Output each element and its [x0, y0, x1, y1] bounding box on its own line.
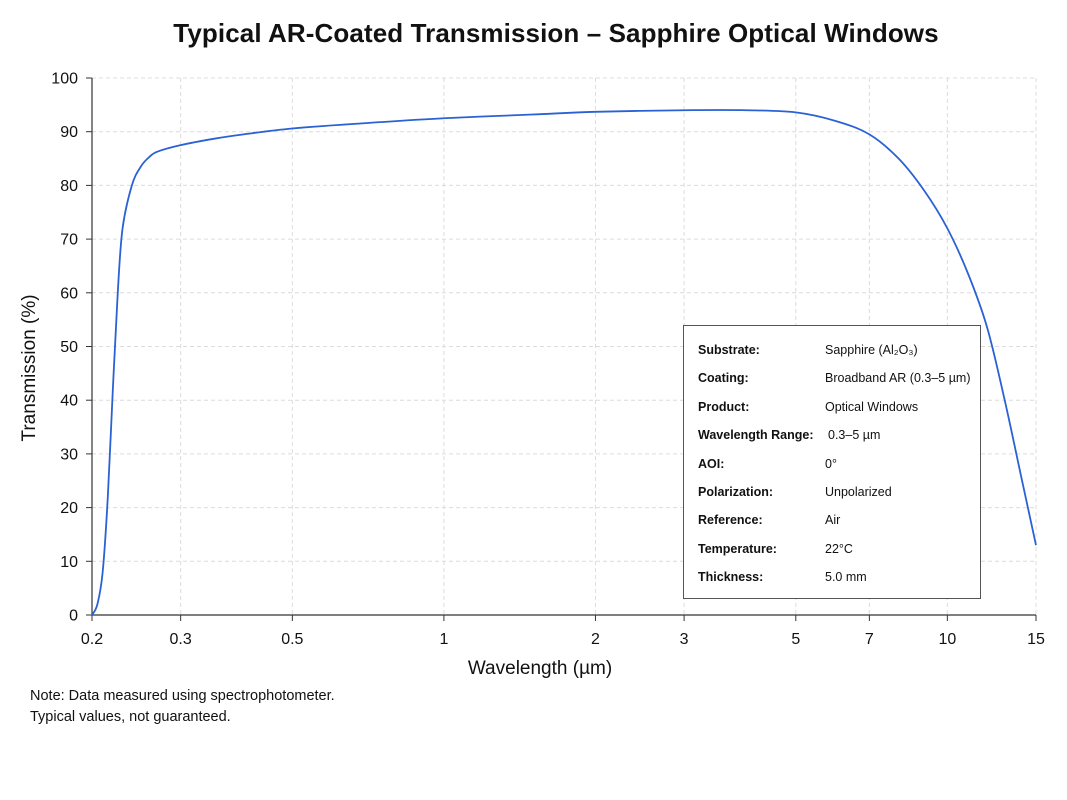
- info-label: Wavelength Range:: [698, 428, 814, 443]
- info-row-product: Product: Optical Windows: [698, 395, 980, 423]
- series-layer: [91, 109, 1037, 616]
- y-tick-label: 70: [60, 232, 78, 249]
- y-tick-label: 20: [60, 500, 78, 517]
- chart-title: Typical AR-Coated Transmission – Sapphir…: [173, 18, 939, 48]
- info-value: Air: [825, 513, 841, 528]
- y-tick-label: 100: [51, 71, 78, 88]
- info-row-temperature: Temperature: 22°C: [698, 537, 980, 565]
- info-label: Thickness:: [698, 570, 764, 585]
- x-axis-title: Wavelength (µm): [468, 658, 612, 679]
- info-row-polarization: Polarization: Unpolarized: [698, 480, 980, 508]
- tick-labels: 0 10 20 30 40 50 60 70 80 90 100 0.2 0.3 0.5 1 2 3 5 7 10 15: [51, 71, 1045, 649]
- axes: [86, 77, 1037, 621]
- x-tick-label: 0.2: [81, 631, 103, 648]
- transmission-series-line: [91, 109, 1037, 616]
- x-tick-label: 5: [791, 631, 800, 648]
- info-value: 22°C: [825, 541, 853, 556]
- x-tick-label: 2: [591, 631, 600, 648]
- info-row-wavelength-range: Wavelength Range: 0.3–5 µm: [698, 423, 980, 451]
- info-label: Reference:: [698, 513, 763, 528]
- footnote: Note: Data measured using spectrophotome…: [30, 686, 335, 728]
- info-row-reference: Reference: Air: [698, 508, 980, 536]
- info-label: Substrate:: [698, 343, 760, 357]
- info-row-thickness: Thickness: 5.0 mm: [698, 565, 980, 593]
- y-tick-label: 10: [60, 554, 78, 571]
- x-tick-label: 0.3: [170, 631, 192, 648]
- y-axis-title: Transmission (%): [19, 294, 40, 441]
- y-tick-label: 40: [60, 393, 78, 410]
- info-value: Sapphire (Al₂O₃): [825, 343, 918, 357]
- y-tick-label: 50: [60, 339, 78, 356]
- footnote-line: Typical values, not guaranteed.: [30, 709, 231, 725]
- y-tick-label: 60: [60, 285, 78, 302]
- specifications-box: Substrate: Sapphire (Al₂O₃) Coating: Bro…: [683, 325, 981, 599]
- info-value: Optical Windows: [825, 399, 919, 414]
- y-tick-label: 80: [60, 178, 78, 195]
- x-tick-label: 15: [1027, 631, 1045, 648]
- y-tick-label: 30: [60, 446, 78, 463]
- info-label: Temperature:: [698, 541, 777, 556]
- x-tick-label: 3: [680, 631, 689, 648]
- info-label: Coating:: [698, 371, 749, 386]
- x-tick-label: 7: [865, 631, 874, 648]
- x-tick-label: 10: [938, 631, 956, 648]
- info-value: Broadband AR (0.3–5 µm): [825, 371, 971, 386]
- x-tick-label: 0.5: [281, 631, 303, 648]
- info-value: Unpolarized: [825, 484, 892, 499]
- y-tick-label: 90: [60, 124, 78, 141]
- info-row-coating: Coating: Broadband AR (0.3–5 µm): [698, 366, 980, 394]
- info-row-substrate: Substrate: Sapphire (Al₂O₃): [698, 338, 980, 366]
- grid-lines: [92, 77, 1037, 615]
- footnote-line: Note: Data measured using spectrophotome…: [30, 688, 335, 704]
- y-tick-label: 0: [69, 608, 78, 625]
- x-tick-label: 1: [439, 631, 448, 648]
- info-label: Polarization:: [698, 484, 774, 499]
- info-label: Product:: [698, 399, 750, 414]
- info-label: AOI:: [698, 456, 725, 471]
- info-value: 0°: [825, 456, 837, 471]
- info-value: 0.3–5 µm: [828, 428, 881, 443]
- info-value: 5.0 mm: [825, 570, 867, 585]
- info-row-aoi: AOI: 0°: [698, 452, 980, 480]
